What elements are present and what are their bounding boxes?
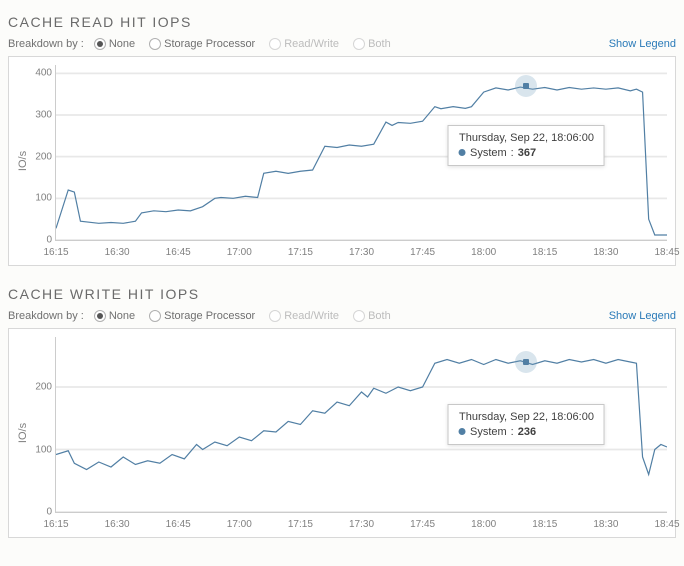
x-tick-label: 16:15 <box>43 519 68 530</box>
breakdown-radio-read-write: Read/Write <box>269 38 339 50</box>
x-tick-label: 16:30 <box>105 247 130 258</box>
radio-label: Both <box>368 38 391 50</box>
tooltip-series-row: System: 236 <box>459 426 594 438</box>
breakdown-label: Breakdown by : <box>8 310 84 322</box>
tooltip-series-row: System: 367 <box>459 147 594 159</box>
chart-tooltip: Thursday, Sep 22, 18:06:00 System: 236 <box>448 404 605 445</box>
x-tick-label: 18:15 <box>532 247 557 258</box>
radio-label: None <box>109 310 135 322</box>
x-tick-label: 16:45 <box>166 247 191 258</box>
radio-dot-icon <box>353 38 365 50</box>
x-tick-label: 16:30 <box>105 519 130 530</box>
y-tick-label: 400 <box>22 68 52 79</box>
x-tick-label: 18:15 <box>532 519 557 530</box>
tooltip-bullet-icon <box>459 149 466 156</box>
radio-label: Storage Processor <box>164 38 255 50</box>
y-tick-label: 0 <box>22 235 52 246</box>
x-tick-label: 17:00 <box>227 247 252 258</box>
y-tick-label: 100 <box>22 193 52 204</box>
radio-dot-icon <box>269 38 281 50</box>
radio-dot-icon <box>149 38 161 50</box>
y-tick-label: 200 <box>22 151 52 162</box>
x-tick-label: 16:45 <box>166 519 191 530</box>
y-tick-label: 100 <box>22 444 52 455</box>
x-tick-label: 17:30 <box>349 519 374 530</box>
radio-dot-icon <box>94 38 106 50</box>
radio-dot-icon <box>353 310 365 322</box>
tooltip-value: 367 <box>518 147 536 159</box>
radio-label: Storage Processor <box>164 310 255 322</box>
x-tick-label: 17:00 <box>227 519 252 530</box>
breakdown-radio-none[interactable]: None <box>94 310 135 322</box>
radio-label: Read/Write <box>284 38 339 50</box>
breakdown-radio-storage-processor[interactable]: Storage Processor <box>149 310 255 322</box>
tooltip-bullet-icon <box>459 428 466 435</box>
tooltip-series-name: System <box>470 426 507 438</box>
breakdown-radio-read-write: Read/Write <box>269 310 339 322</box>
y-axis-label: IO/s <box>17 423 29 443</box>
y-tick-label: 300 <box>22 110 52 121</box>
radio-dot-icon <box>269 310 281 322</box>
radio-dot-icon <box>94 310 106 322</box>
x-tick-label: 18:30 <box>593 519 618 530</box>
x-tick-label: 18:45 <box>654 247 679 258</box>
radio-dot-icon <box>149 310 161 322</box>
x-tick-label: 17:45 <box>410 247 435 258</box>
breakdown-row: Breakdown by : None Storage Processor Read/… <box>8 310 676 322</box>
x-tick-label: 17:45 <box>410 519 435 530</box>
x-tick-label: 18:00 <box>471 519 496 530</box>
x-tick-label: 18:30 <box>593 247 618 258</box>
breakdown-radio-both: Both <box>353 310 391 322</box>
y-tick-label: 0 <box>22 507 52 518</box>
radio-label: Read/Write <box>284 310 339 322</box>
plot-region[interactable]: 010020016:1516:3016:4517:0017:1517:3017:… <box>55 337 667 513</box>
tooltip-time: Thursday, Sep 22, 18:06:00 <box>459 411 594 423</box>
chart-area: IO/s010020016:1516:3016:4517:0017:1517:3… <box>8 328 676 538</box>
tooltip-value: 236 <box>518 426 536 438</box>
breakdown-radio-none[interactable]: None <box>94 38 135 50</box>
tooltip-series-name: System <box>470 147 507 159</box>
chart-title: CACHE WRITE HIT IOPS <box>8 286 676 302</box>
radio-label: None <box>109 38 135 50</box>
tooltip-time: Thursday, Sep 22, 18:06:00 <box>459 132 594 144</box>
y-tick-label: 200 <box>22 382 52 393</box>
x-tick-label: 18:00 <box>471 247 496 258</box>
x-tick-label: 17:15 <box>288 247 313 258</box>
radio-label: Both <box>368 310 391 322</box>
chart-title: CACHE READ HIT IOPS <box>8 14 676 30</box>
plot-region[interactable]: 010020030040016:1516:3016:4517:0017:1517… <box>55 65 667 241</box>
x-tick-label: 18:45 <box>654 519 679 530</box>
show-legend-link[interactable]: Show Legend <box>609 38 676 50</box>
chart-panel-read: CACHE READ HIT IOPS Breakdown by : None Sto… <box>8 14 676 266</box>
x-tick-label: 17:30 <box>349 247 374 258</box>
x-tick-label: 17:15 <box>288 519 313 530</box>
breakdown-row: Breakdown by : None Storage Processor Read/… <box>8 38 676 50</box>
show-legend-link[interactable]: Show Legend <box>609 310 676 322</box>
breakdown-label: Breakdown by : <box>8 38 84 50</box>
breakdown-radio-both: Both <box>353 38 391 50</box>
x-tick-label: 16:15 <box>43 247 68 258</box>
chart-area: IO/s010020030040016:1516:3016:4517:0017:… <box>8 56 676 266</box>
chart-panel-write: CACHE WRITE HIT IOPS Breakdown by : None St… <box>8 286 676 538</box>
chart-tooltip: Thursday, Sep 22, 18:06:00 System: 367 <box>448 125 605 166</box>
breakdown-radio-storage-processor[interactable]: Storage Processor <box>149 38 255 50</box>
